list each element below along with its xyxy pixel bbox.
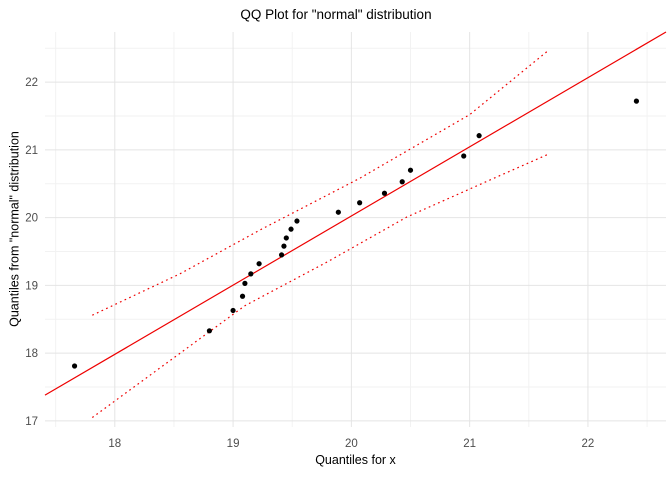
data-point [288,226,294,232]
data-point [278,252,285,258]
y-tick-label: 21 [25,145,38,157]
x-tick-label: 22 [582,438,595,450]
confidence-band-upper [92,50,549,316]
y-tick-label: 20 [25,213,38,225]
data-point [335,209,341,215]
data-point [230,307,236,314]
data-point [206,328,213,334]
data-point [357,200,363,206]
data-point [242,280,248,286]
x-tick-label: 18 [108,438,121,450]
data-point [281,243,287,249]
chart-title: QQ Plot for "normal" distribution [240,7,432,22]
data-point [71,363,78,369]
x-tick-label: 21 [463,438,476,450]
y-tick-label: 19 [25,280,38,292]
reference-line [44,31,667,396]
x-tick-label: 20 [345,438,358,450]
y-axis-title: Quantiles from "normal" distribution [7,131,22,327]
y-tick-label: 22 [25,77,38,89]
data-point [407,167,414,173]
x-axis-title: Quantiles for x [315,453,396,467]
data-point [476,133,482,139]
data-point [239,293,246,299]
data-point [633,98,640,104]
data-point [461,153,467,159]
data-point [294,218,300,224]
y-tick-label: 17 [25,416,38,428]
data-point [248,271,254,277]
data-point [283,235,289,241]
y-tick-label: 18 [25,348,38,360]
data-point [399,179,405,185]
data-point [256,261,262,267]
x-tick-label: 19 [227,438,240,450]
data-point [381,190,388,196]
